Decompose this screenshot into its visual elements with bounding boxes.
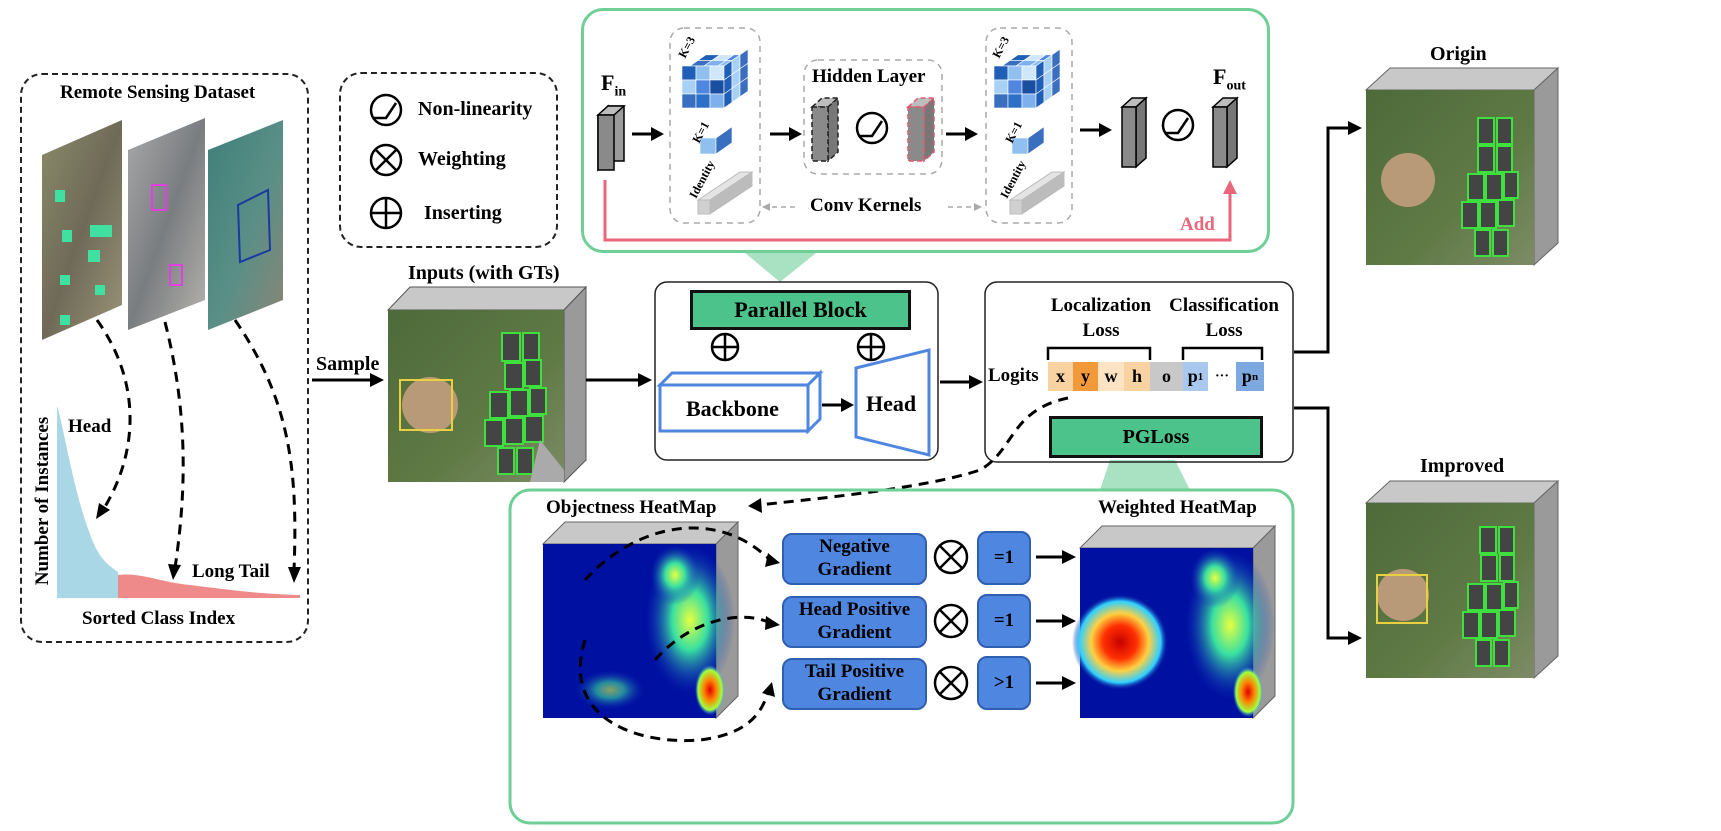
weighting-icon-row3 xyxy=(933,665,969,701)
head-label: Head xyxy=(866,391,917,416)
objectness-heatmap-title: Objectness HeatMap xyxy=(546,497,717,518)
parallel-block: Parallel Block xyxy=(690,290,911,330)
dataset-panel xyxy=(20,73,309,643)
histogram-xlabel: Sorted Class Index xyxy=(82,608,236,629)
objectness-heatmap xyxy=(541,520,740,720)
backbone-label: Backbone xyxy=(686,396,779,421)
negative-gradient-box: Negative Gradient xyxy=(782,533,927,585)
logit-h: h xyxy=(1124,362,1150,391)
inputs-title: Inputs (with GTs) xyxy=(408,262,560,284)
legend-nonlinearity-label: Non-linearity xyxy=(418,98,533,120)
legend-weighting-label: Weighting xyxy=(418,148,506,170)
logit-y: y xyxy=(1073,362,1098,391)
weighted-heatmap xyxy=(1072,524,1277,720)
legend-panel xyxy=(339,72,558,248)
inputs-image xyxy=(386,285,588,484)
logit-x: x xyxy=(1048,362,1073,391)
tail-positive-weight-factor: >1 xyxy=(977,656,1031,710)
logit-w: w xyxy=(1098,362,1124,391)
hidden-layer-label: Hidden Layer xyxy=(812,66,926,87)
negative-weight-factor: =1 xyxy=(977,531,1031,585)
conv-detail-panel xyxy=(581,8,1270,253)
weighting-icon-row1 xyxy=(933,539,969,575)
localization-loss-label: Localization Loss xyxy=(1050,295,1152,341)
histogram-tail-label: Long Tail xyxy=(192,561,270,582)
logit-o: o xyxy=(1150,362,1183,391)
fout-label: Fout xyxy=(1213,64,1246,94)
improved-output-image xyxy=(1364,479,1560,680)
weighting-icon-row2 xyxy=(933,603,969,639)
origin-output-image xyxy=(1364,66,1560,267)
histogram-head-label: Head xyxy=(68,416,112,437)
sample-label: Sample xyxy=(316,353,380,375)
improved-title: Improved xyxy=(1420,455,1505,477)
tail-positive-gradient-box: Tail Positive Gradient xyxy=(782,658,927,710)
conv-kernels-label: Conv Kernels xyxy=(810,195,922,216)
legend-inserting-label: Inserting xyxy=(424,202,502,224)
dataset-title: Remote Sensing Dataset xyxy=(60,82,256,103)
head-positive-gradient-box: Head Positive Gradient xyxy=(782,596,927,648)
fin-label: Fin xyxy=(601,70,627,100)
histogram-ylabel: Number of Instances xyxy=(32,416,53,586)
classification-loss-label: Classification Loss xyxy=(1169,295,1279,341)
inserting-icon-left xyxy=(710,332,740,362)
head-positive-weight-factor: =1 xyxy=(977,594,1031,648)
pgloss-block: PGLoss xyxy=(1049,416,1263,458)
logit-dots: ··· xyxy=(1208,362,1236,391)
weighted-heatmap-title: Weighted HeatMap xyxy=(1098,497,1257,518)
inserting-icon-right xyxy=(856,332,886,362)
origin-title: Origin xyxy=(1430,43,1487,65)
logits-label: Logits xyxy=(988,365,1039,386)
add-label: Add xyxy=(1180,214,1215,235)
